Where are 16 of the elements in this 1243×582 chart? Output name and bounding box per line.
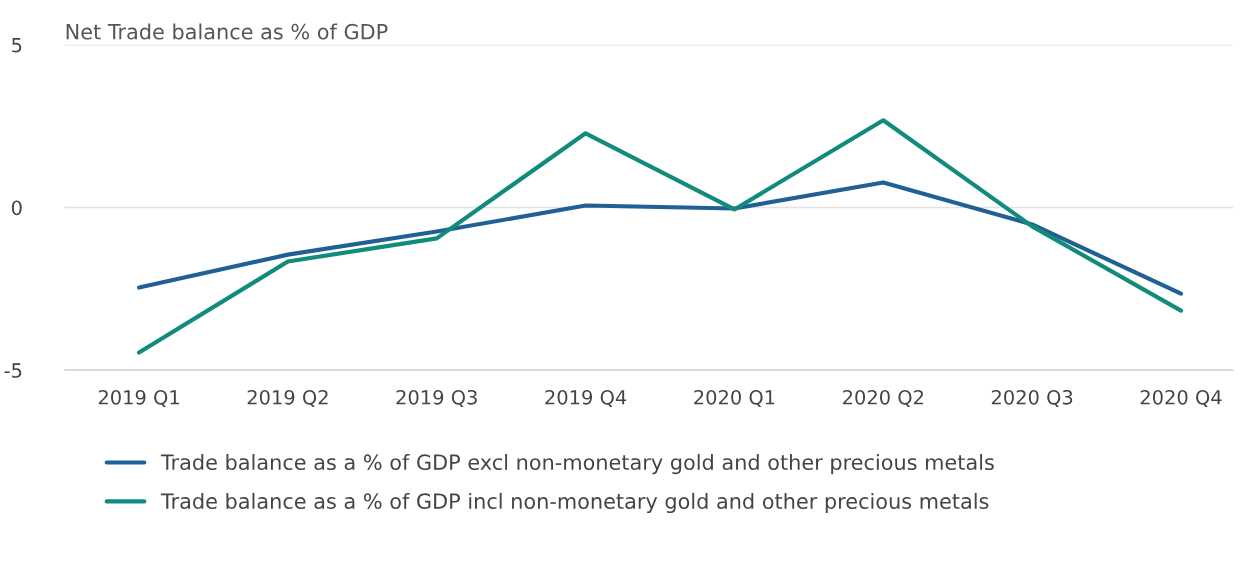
x-tick-label: 2019 Q4 [545,389,627,407]
x-tick-label: 2019 Q1 [98,389,179,407]
chart-title: Net Trade balance as % of GDP [66,23,388,40]
x-tick-label: 2019 Q2 [247,389,328,407]
legend-label: Trade balance as a % of GDP excl non-monetary gold and other precious metals [160,453,994,475]
x-tick-label: 2020 Q3 [991,389,1073,407]
x-tick-label: 2020 Q2 [843,389,923,407]
line-series [136,180,1184,296]
x-tick-label: 2020 Q4 [1140,389,1222,407]
y-tick-label: -5 [4,363,22,378]
y-tick-label: 0 [11,200,22,216]
y-tick-label: 5 [12,38,22,53]
line-series [136,118,1184,355]
x-tick-label: 2020 Q1 [694,389,775,407]
x-tick-label: 2019 Q3 [396,389,477,407]
legend-label: Trade balance as a % of GDP incl non-monetary gold and other precious metals [160,492,989,514]
